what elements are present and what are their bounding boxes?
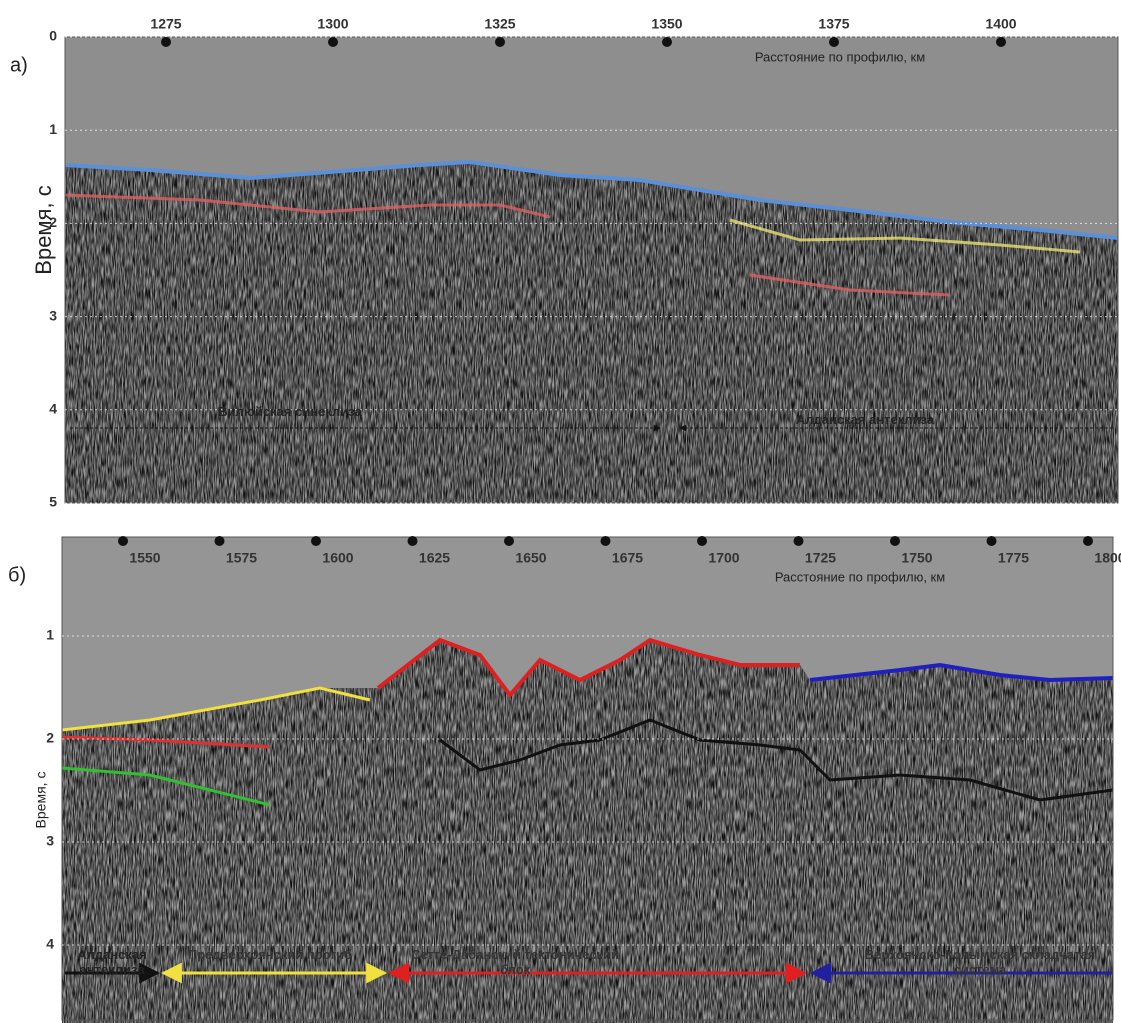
tick-marker: [161, 37, 171, 47]
tick-marker: [996, 37, 1006, 47]
y-tick-label: 3: [49, 307, 57, 323]
x-tick-label: 1650: [515, 550, 546, 566]
horizon: [61, 686, 371, 732]
horizon: [809, 662, 1114, 683]
tick-marker: [1083, 536, 1093, 546]
x-tick-label: 1275: [150, 16, 181, 32]
tick-marker: [407, 536, 418, 546]
x-tick-label: 1775: [998, 550, 1029, 566]
horizon: [376, 637, 800, 699]
tick-marker: [504, 536, 514, 546]
tick-marker: [890, 536, 900, 546]
x-tick-label: 1550: [129, 550, 160, 566]
tick-marker: [495, 37, 505, 47]
horizon: [64, 193, 551, 219]
y-tick-label: 0: [49, 28, 57, 44]
y-tick-label: 3: [46, 833, 54, 849]
tick-marker: [697, 536, 707, 546]
x-axis-label: Расстояние по профилю, км: [775, 569, 945, 584]
x-tick-label: 1325: [484, 16, 515, 32]
horizon: [61, 735, 271, 749]
y-tick-label: 4: [49, 401, 57, 417]
horizon: [64, 159, 1119, 240]
panel-b-top: [62, 537, 1113, 730]
x-tick-label: 1800: [1094, 550, 1121, 566]
tick-marker: [986, 536, 997, 546]
region-label: Вилюйская синеклиза: [218, 404, 362, 419]
x-axis-label: Расстояние по профилю, км: [755, 49, 925, 64]
horizon: [749, 273, 951, 297]
panel-a-top: [65, 37, 1118, 238]
x-tick-label: 1725: [805, 550, 836, 566]
panel-label: а): [10, 54, 28, 76]
horizon: [439, 718, 1114, 802]
x-tick-label: 1625: [419, 550, 450, 566]
tick-marker: [793, 536, 804, 546]
region-label: Алданская антеклиза: [77, 947, 147, 977]
region-label: Предверхоянский прогиб: [187, 947, 353, 962]
y-tick-label: 1: [46, 627, 54, 643]
tick-marker: [311, 536, 321, 546]
x-tick-label: 1675: [612, 550, 643, 566]
horizon: [729, 218, 1081, 254]
tick-marker: [118, 536, 128, 546]
tick-marker: [600, 536, 611, 546]
x-tick-label: 1700: [708, 550, 739, 566]
region-label: Алданская антеклиза: [795, 412, 935, 427]
x-tick-label: 1575: [226, 550, 257, 566]
x-tick-label: 1300: [317, 16, 348, 32]
y-tick-label: 1: [49, 121, 57, 137]
x-tick-label: 1400: [985, 16, 1016, 32]
y-tick-label: 5: [49, 494, 57, 510]
tick-marker: [214, 536, 225, 546]
y-tick-label: 2: [46, 730, 54, 746]
x-tick-label: 1750: [901, 550, 932, 566]
y-tick-label: 4: [46, 936, 54, 952]
tick-marker: [328, 37, 338, 47]
panel-label: б): [8, 564, 26, 586]
x-tick-label: 1350: [651, 16, 682, 32]
x-tick-label: 1375: [818, 16, 849, 32]
region-label: Сетте-Дабанский тектонический блок: [410, 947, 620, 977]
y-tick-label: 2: [49, 214, 57, 230]
tick-marker: [829, 37, 839, 47]
y-axis-label: Время, с: [31, 185, 56, 274]
frame: [61, 536, 1114, 1021]
horizon: [61, 766, 271, 807]
x-tick-label: 1600: [322, 550, 353, 566]
tick-marker: [662, 37, 672, 47]
region-label: Верхоянско-Колымская складчатая система: [864, 947, 1096, 977]
y-axis-label: Время, с: [33, 772, 49, 829]
